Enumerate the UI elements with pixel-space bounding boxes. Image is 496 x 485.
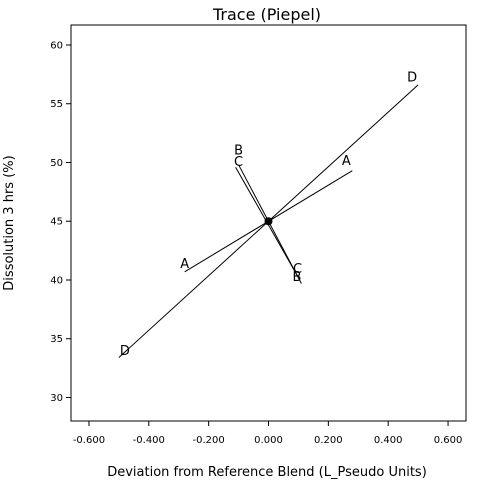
x-axis-label: Deviation from Reference Blend (L_Pseudo… [107,465,427,480]
y-tick-label: 60 [50,40,63,51]
reference-blend-point [264,217,273,226]
x-tick-label: -0.600 [73,435,105,446]
y-axis-label: Dissolution 3 hrs (%) [2,155,17,290]
y-axis-ticks: 30 35 40 45 50 55 60 [50,40,71,404]
trace-label-a: A [180,257,189,272]
x-tick-label: 0.000 [254,435,283,446]
trace-label-a: A [342,154,351,169]
x-tick-label: -0.200 [193,435,225,446]
x-axis-ticks: -0.600 -0.400 -0.200 0.000 0.200 0.400 0.600 [73,421,463,446]
trace-label-d: D [407,70,417,85]
y-tick-label: 30 [50,393,63,404]
reference-blend-point-group [264,217,273,226]
y-tick-label: 40 [50,275,63,286]
y-tick-label: 45 [50,217,63,228]
x-tick-label: 0.400 [374,435,403,446]
y-tick-label: 35 [50,334,63,345]
trace-label-d: D [120,344,130,359]
x-tick-label: -0.400 [133,435,165,446]
trace-label-b: B [234,143,243,158]
trace-label-c: C [293,262,302,277]
y-tick-label: 55 [50,99,63,110]
x-tick-label: 0.200 [314,435,343,446]
y-tick-label: 50 [50,158,63,169]
trace-label-b: B [292,270,301,285]
x-tick-label: 0.600 [434,435,463,446]
trace-label-c: C [234,155,243,170]
chart-title: Trace (Piepel) [212,5,321,24]
